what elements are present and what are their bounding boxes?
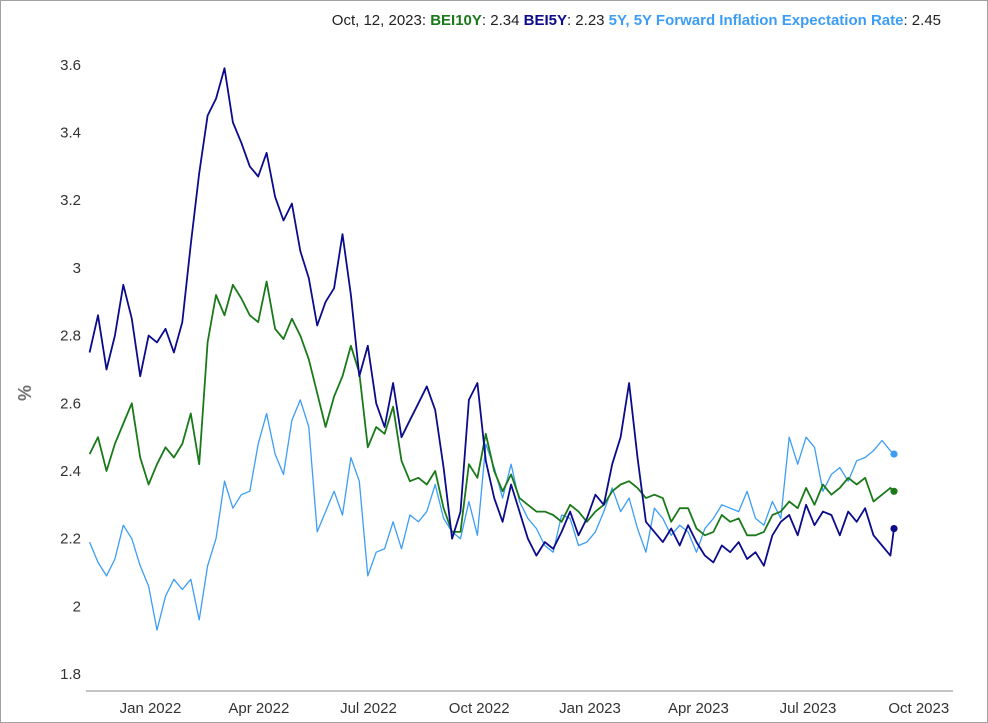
series-line — [88, 67, 895, 567]
y-axis-label: % — [15, 385, 35, 401]
y-tick-label: 2.8 — [60, 328, 81, 345]
x-tick-label: Jan 2023 — [559, 700, 621, 717]
y-axis-ticks: 1.8 2 2.2 2.4 2.6 2.8 3 3.2 3.4 3.6 — [60, 57, 81, 683]
header-series-label: 5Y, 5Y Forward Inflation Expectation Rat… — [609, 12, 904, 29]
header-series-value: : 2.45 — [903, 12, 941, 29]
y-tick-label: 3.6 — [60, 57, 81, 74]
series-end-marker — [890, 487, 898, 495]
y-tick-label: 3.2 — [60, 192, 81, 209]
x-tick-label: Jul 2023 — [780, 700, 837, 717]
y-tick-label: 2 — [73, 598, 81, 615]
series-end-marker — [890, 524, 898, 533]
header-date: Oct, 12, 2023: — [332, 12, 430, 29]
series-end-marker — [890, 450, 898, 458]
x-tick-label: Oct 2023 — [888, 700, 949, 717]
chart-header: Oct, 12, 2023: BEI10Y: 2.34 BEI5Y: 2.23 … — [332, 12, 941, 29]
header-series-label: BEI10Y — [430, 12, 482, 29]
header-series-value: : 2.34 — [482, 12, 524, 29]
header-series-value: : 2.23 — [567, 12, 609, 29]
series-lines — [88, 67, 895, 631]
x-tick-label: Jul 2022 — [340, 700, 397, 717]
y-tick-label: 2.6 — [60, 395, 81, 412]
x-tick-label: Jan 2022 — [120, 700, 182, 717]
y-tick-label: 2.2 — [60, 531, 81, 548]
x-axis-ticks: Jan 2022 Apr 2022 Jul 2022 Oct 2022 Jan 2023… — [120, 700, 950, 717]
series-line — [88, 280, 895, 537]
x-tick-label: Apr 2023 — [668, 700, 729, 717]
y-tick-label: 3 — [73, 260, 81, 277]
end-markers — [890, 450, 898, 533]
y-tick-label: 1.8 — [60, 666, 81, 683]
header-series-label: BEI5Y — [524, 12, 567, 29]
x-tick-label: Oct 2022 — [449, 700, 510, 717]
x-tick-label: Apr 2022 — [228, 700, 289, 717]
y-tick-label: 3.4 — [60, 125, 81, 142]
y-tick-label: 2.4 — [60, 463, 81, 480]
